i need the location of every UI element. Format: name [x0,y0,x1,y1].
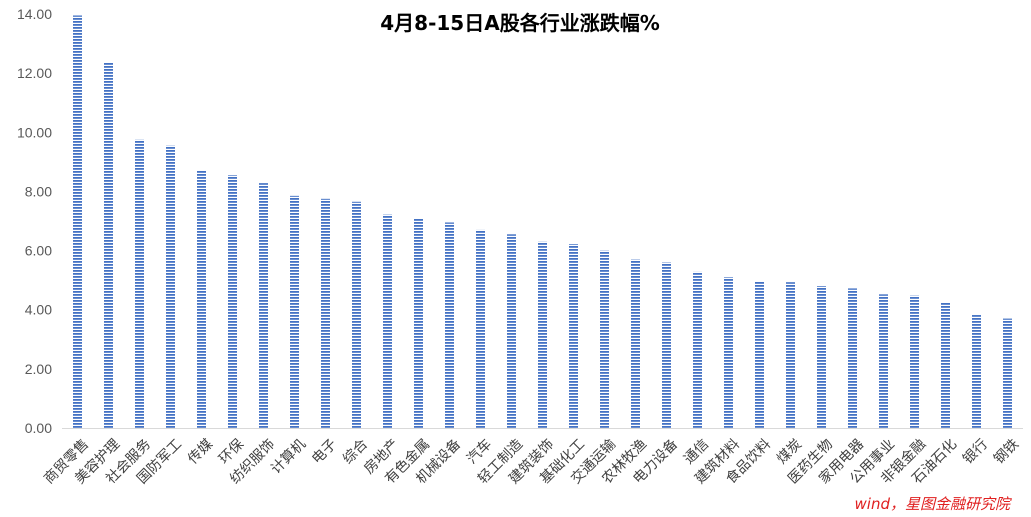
x-tick-label: 钢铁 [991,436,1022,467]
chart-title: 4月8-15日A股各行业涨跌幅% [380,11,659,35]
bar [910,295,919,428]
bar [197,170,206,428]
bar [693,271,702,428]
bar [104,62,113,428]
y-axis: 0.00 2.00 4.00 6.00 8.00 10.00 12.00 14.00 [17,6,52,436]
x-tick-label: 电子 [309,436,340,467]
bar [972,315,981,428]
bar [1003,318,1012,428]
bar [476,229,485,428]
bar [166,145,175,428]
bar [259,183,268,428]
bar [538,241,547,428]
bar [631,259,640,428]
y-tick-label: 14.00 [17,6,52,22]
bar [321,198,330,428]
bar [414,218,423,428]
x-tick-label: 计算机 [268,436,309,477]
bar [941,302,950,428]
y-tick-label: 0.00 [25,420,52,436]
bars [73,15,1012,428]
bar [817,286,826,428]
bar [662,262,671,428]
x-tick-label: 传媒 [185,436,216,467]
bar [445,222,454,428]
bar [755,281,764,428]
y-tick-label: 6.00 [25,243,52,259]
bar [135,139,144,428]
bar [290,195,299,428]
y-tick-label: 10.00 [17,124,52,140]
bar [507,234,516,428]
bar [569,244,578,428]
bar [352,201,361,428]
x-tick-label: 银行 [960,436,991,467]
bar [600,250,609,428]
bar [724,277,733,428]
bar [879,294,888,428]
bar [786,282,795,428]
bar [848,288,857,428]
bar [73,15,82,428]
bar [383,214,392,428]
bar [228,175,237,428]
y-tick-label: 12.00 [17,65,52,81]
y-tick-label: 8.00 [25,183,52,199]
y-tick-label: 4.00 [25,302,52,318]
source-note: wind，星图金融研究院 [855,495,1012,513]
y-tick-label: 2.00 [25,361,52,377]
